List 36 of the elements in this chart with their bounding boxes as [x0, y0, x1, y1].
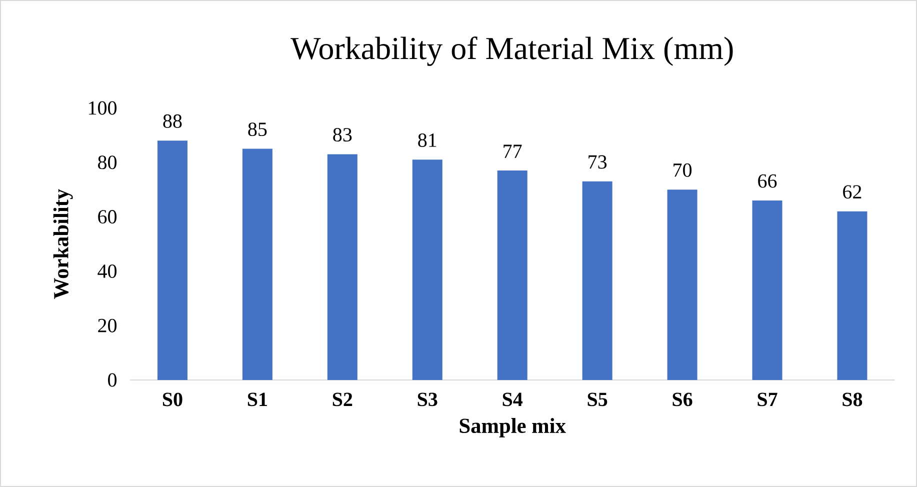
- data-label: 88: [163, 114, 182, 128]
- data-label: 81: [418, 133, 436, 147]
- x-tick-label: S5: [588, 392, 608, 406]
- data-label: 66: [758, 174, 777, 188]
- x-tick-label: S0: [162, 392, 182, 406]
- y-tick-label: 0: [108, 373, 117, 387]
- x-tick-label: S6: [672, 392, 692, 406]
- y-axis-title: Workability: [53, 189, 73, 299]
- y-tick-label: 80: [98, 156, 117, 170]
- x-tick-label: S3: [418, 392, 438, 406]
- data-label: 62: [843, 185, 862, 199]
- x-axis-title: Sample mix: [460, 418, 566, 438]
- y-tick-label: 100: [89, 101, 117, 115]
- data-label: 83: [333, 128, 352, 142]
- data-label: 70: [674, 163, 692, 177]
- bar: [327, 154, 358, 380]
- x-tick-label: S1: [248, 392, 267, 406]
- y-tick-label: 40: [98, 264, 117, 278]
- bar: [412, 160, 442, 380]
- bar: [157, 140, 188, 380]
- bar: [837, 211, 868, 380]
- x-tick-label: S8: [842, 392, 862, 406]
- bar: [242, 148, 272, 380]
- bar: [667, 190, 698, 380]
- y-tick-label: 20: [98, 318, 117, 332]
- data-label: 73: [588, 155, 607, 169]
- x-tick-label: S4: [502, 392, 523, 406]
- data-label: 85: [248, 122, 267, 136]
- chart-title: Workability of Material Mix (mm): [290, 36, 733, 66]
- y-tick-label: 60: [98, 210, 117, 224]
- data-label: 77: [504, 144, 522, 158]
- bar: [582, 181, 612, 380]
- x-tick-label: S2: [332, 392, 352, 406]
- bar: [497, 170, 528, 380]
- x-tick-label: S7: [758, 392, 778, 406]
- bar: [752, 200, 782, 380]
